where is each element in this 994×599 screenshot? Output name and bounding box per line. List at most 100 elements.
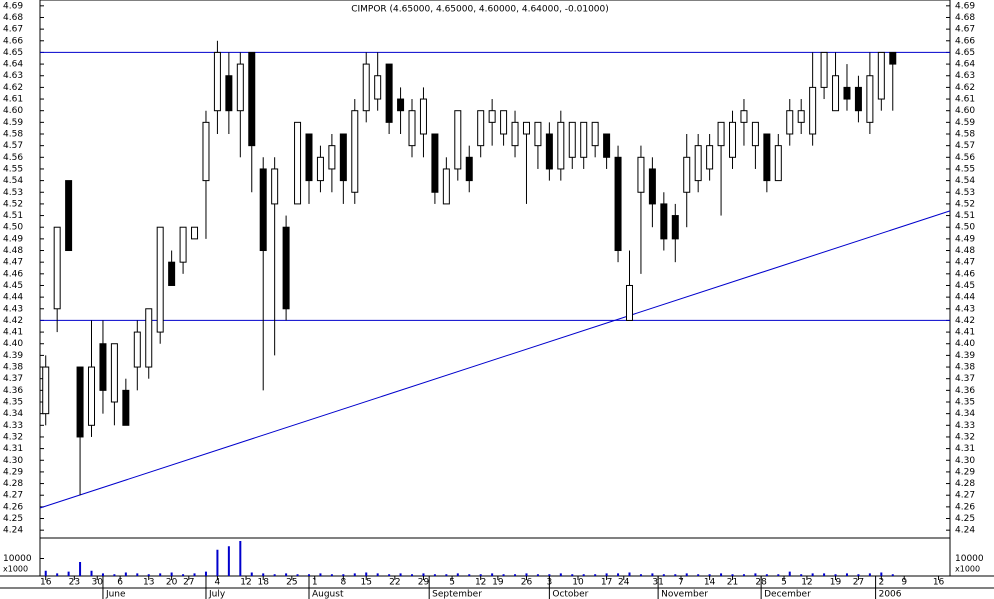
y-tick-label: 4.43 [3, 304, 23, 314]
candle-body [294, 121, 302, 205]
month-label: October [552, 590, 588, 599]
volume-bar [365, 572, 368, 576]
x-tick-label: 16 [40, 578, 52, 588]
candle-body [809, 86, 817, 135]
candle-body [694, 145, 702, 182]
month-label: August [312, 590, 344, 599]
x-tick-label: 15 [360, 578, 371, 588]
candle-body [889, 51, 897, 65]
candle-body [191, 226, 199, 240]
y-tick-label: 4.46 [3, 269, 23, 279]
y-tick-label: 4.68 [3, 13, 23, 23]
candle-body [99, 343, 107, 391]
volume-bar [731, 574, 734, 576]
y-tick-label: 4.32 [3, 432, 23, 442]
volume-bar [411, 574, 414, 576]
y-tick-label-right: 4.24 [955, 526, 975, 536]
volume-bar [548, 574, 551, 576]
y-tick-label-right: 4.63 [955, 71, 975, 81]
candle-body [545, 133, 553, 170]
x-tick-label: 25 [286, 578, 297, 588]
candle-body [729, 121, 737, 158]
volume-bar [468, 574, 471, 576]
volume-tick-label-right: 10000 [955, 554, 984, 564]
volume-bar [273, 574, 276, 576]
volume-bar [823, 573, 826, 576]
candle-body [271, 168, 279, 205]
volume-bar [44, 570, 47, 576]
candle-body [168, 261, 176, 286]
volume-bar [113, 574, 116, 576]
y-tick-label: 4.49 [3, 234, 23, 244]
candle-body [774, 145, 782, 182]
x-tick-label: 5 [449, 578, 455, 588]
candle-body [843, 86, 851, 100]
volume-bar [720, 573, 723, 576]
y-tick-label-right: 4.66 [955, 36, 975, 46]
volume-bar [754, 573, 757, 576]
volume-bar [502, 574, 505, 576]
volume-tick-label: 10000 [3, 554, 32, 564]
month-label: November [661, 590, 708, 599]
y-tick-label: 4.60 [3, 106, 23, 116]
candle-body [431, 133, 439, 193]
volume-unit-right: x1000 [955, 565, 980, 574]
x-tick-label: 12 [801, 578, 812, 588]
y-tick-label: 4.57 [3, 141, 23, 151]
volume-bar [422, 573, 425, 576]
volume-bar [536, 574, 539, 576]
y-tick-label-right: 4.45 [955, 281, 975, 291]
candle-body [763, 133, 771, 182]
candle-body [740, 110, 748, 123]
volume-bar [697, 574, 700, 576]
y-tick-label: 4.26 [3, 502, 23, 512]
x-tick-label: 14 [704, 578, 716, 588]
candle-body [236, 63, 244, 112]
y-tick-label-right: 4.43 [955, 304, 975, 314]
x-tick-label: 16 [933, 578, 945, 588]
volume-bar [204, 571, 207, 576]
candle-body [534, 121, 542, 147]
y-tick-label-right: 4.42 [955, 316, 975, 326]
candle-body [156, 226, 164, 333]
y-tick-label: 4.30 [3, 456, 23, 466]
volume-bar [742, 574, 745, 576]
candle-body [660, 203, 668, 240]
volume-bar [79, 562, 82, 576]
volume-bar [491, 573, 494, 576]
volume-bar [250, 572, 253, 576]
x-tick-label: 6 [117, 578, 123, 588]
y-tick-label-right: 4.33 [955, 421, 975, 431]
y-tick-label: 4.66 [3, 36, 23, 46]
candle-body [488, 110, 496, 123]
y-tick-label: 4.69 [3, 1, 23, 11]
y-tick-label: 4.24 [3, 526, 23, 536]
candle-body [225, 75, 233, 112]
volume-bar [342, 574, 345, 576]
y-tick-label: 4.48 [3, 246, 23, 256]
volume-bar [639, 574, 642, 576]
volume-bar [147, 574, 150, 576]
y-tick-label: 4.54 [3, 176, 23, 186]
candle-body [706, 145, 714, 170]
candle-body [110, 343, 118, 403]
y-tick-label: 4.67 [3, 25, 23, 35]
y-tick-label: 4.33 [3, 421, 23, 431]
volume-bar [319, 573, 322, 576]
y-tick-label: 4.64 [3, 60, 23, 70]
y-tick-label-right: 4.49 [955, 234, 975, 244]
volume-bar [605, 573, 608, 576]
x-tick-label: 1 [312, 578, 318, 588]
x-tick-label: 8 [340, 578, 346, 588]
candle-body [580, 121, 588, 158]
volume-bar [834, 574, 837, 576]
candle-body [76, 366, 84, 438]
y-tick-label-right: 4.58 [955, 130, 975, 140]
volume-bar [170, 572, 173, 576]
x-tick-label: 7 [678, 578, 684, 588]
candle-body [202, 121, 210, 182]
candle-body [500, 110, 508, 135]
y-tick-label-right: 4.60 [955, 106, 975, 116]
volume-bar [296, 574, 299, 576]
